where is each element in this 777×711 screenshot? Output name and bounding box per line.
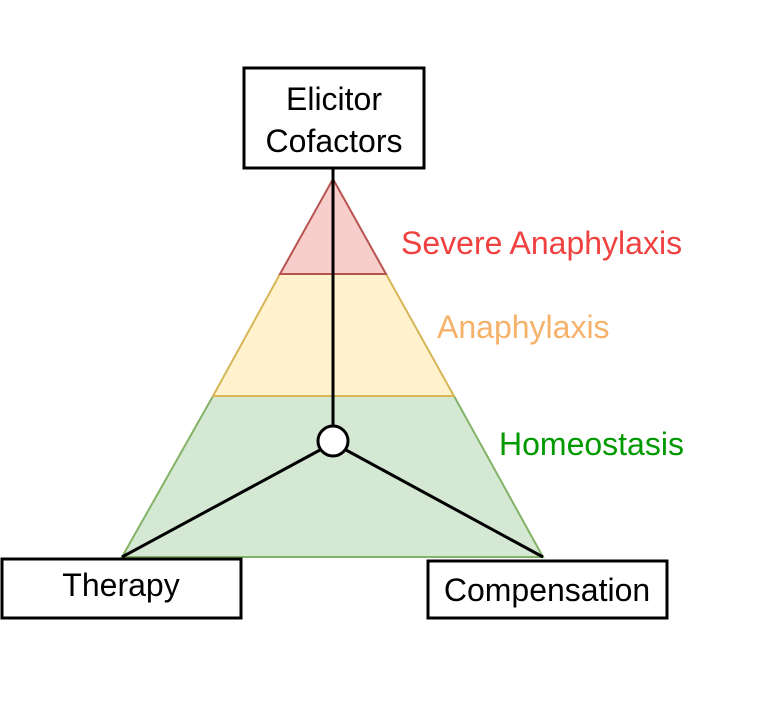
connector-left [121,448,321,559]
anaphylaxis-label: Anaphylaxis [437,309,610,345]
therapy-box: Therapy [0,557,243,620]
compensation-box: Compensation [426,559,669,620]
elicitor-cofactors-box: Elicitor Cofactors [242,66,426,170]
center-node [316,424,350,458]
elicitor-label: Elicitor [286,81,382,117]
compensation-label: Compensation [444,572,650,608]
homeostasis-label: Homeostasis [499,426,684,462]
severe-anaphylaxis-label: Severe Anaphylaxis [401,225,682,261]
cofactors-label: Cofactors [266,123,403,159]
connector-right [345,448,544,559]
therapy-label: Therapy [62,567,179,603]
